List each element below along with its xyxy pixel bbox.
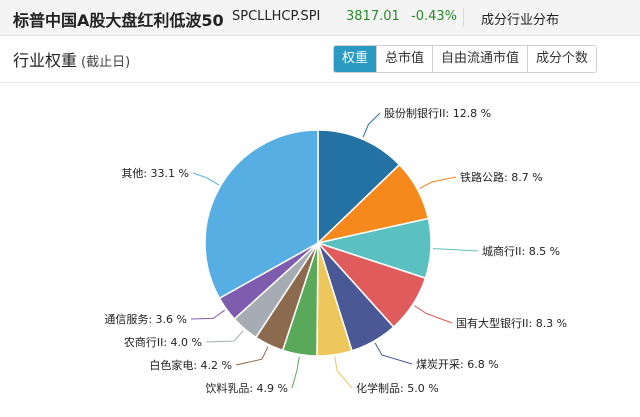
leader-line	[235, 346, 269, 366]
panel-subtitle: (截止日)	[81, 55, 131, 70]
leader-line	[192, 172, 220, 186]
leader-line	[414, 305, 453, 324]
pie-slice[interactable]	[317, 129, 401, 245]
tab-weight[interactable]: 权重	[334, 46, 377, 72]
slice-label: 股份制银行II: 12.8 %	[384, 106, 491, 120]
slice-label: 白色家电: 4.2 %	[149, 358, 232, 372]
leader-line	[205, 330, 244, 343]
metric-tabs: 权重 总市值 自由流通市值 成分个数	[333, 45, 598, 73]
tab-constituent-count[interactable]: 成分个数	[527, 46, 597, 72]
slice-label: 农商行II: 4.0 %	[124, 335, 202, 349]
pie-slice[interactable]	[204, 129, 319, 300]
index-header: 标普中国A股大盘红利低波50 SPCLLHCP.SPI 3817.01 -0.4…	[0, 0, 640, 36]
leader-line	[419, 176, 457, 190]
slice-label: 饮料乳品: 4.9 %	[205, 381, 288, 395]
panel-title: 行业权重 (截止日)	[13, 47, 130, 71]
header-separator	[463, 8, 464, 27]
leader-line	[291, 356, 300, 389]
index-code: SPCLLHCP.SPI	[232, 9, 321, 24]
section-title: 成分行业分布	[481, 13, 560, 28]
index-title: 标普中国A股大盘红利低波50	[13, 11, 224, 30]
slice-label: 铁路公路: 8.7 %	[460, 171, 543, 184]
slice-label: 城商行II: 8.5 %	[482, 244, 560, 258]
leader-line	[190, 309, 225, 320]
slice-label: 化学制品: 5.0 %	[356, 381, 439, 395]
index-price: 3817.01	[346, 9, 400, 24]
slice-label: 其他: 33.1 %	[121, 167, 189, 180]
tab-free-float-market-cap[interactable]: 自由流通市值	[432, 46, 528, 72]
tab-total-market-cap[interactable]: 总市值	[376, 46, 433, 72]
leader-line	[374, 342, 413, 365]
slice-label: 通信服务: 3.6 %	[104, 313, 187, 326]
slice-label: 煤炭开采: 6.8 %	[416, 358, 499, 371]
slice-label: 国有大型银行II: 8.3 %	[456, 316, 567, 330]
index-change: -0.43%	[411, 9, 457, 24]
leader-line	[334, 356, 353, 389]
panel-title-label: 行业权重	[13, 51, 78, 70]
panel-divider	[0, 82, 640, 83]
leader-line	[362, 112, 381, 138]
leader-line	[432, 248, 479, 252]
